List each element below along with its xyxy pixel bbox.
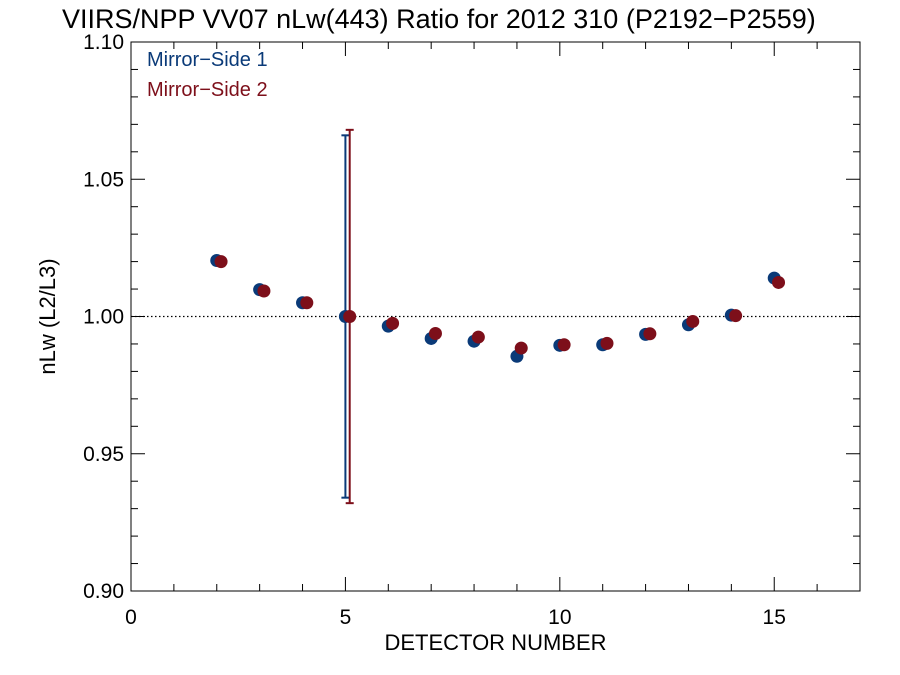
tick-labels-layer: 0 5 10 15 0.90 0.95 1.00 1.05 1.10 — [83, 31, 786, 629]
chart-title: VIIRS/NPP VV07 nLw(443) Ratio for 2012 3… — [62, 4, 816, 34]
x-tick-label: 0 — [125, 606, 137, 629]
data-point-series-2 — [257, 284, 271, 298]
data-point-series-2 — [643, 327, 657, 341]
y-tick-label: 1.05 — [83, 168, 124, 191]
x-tick-label: 10 — [548, 606, 571, 629]
data-point-series-2 — [300, 296, 314, 310]
x-tick-label: 15 — [763, 606, 786, 629]
data-point-series-2 — [600, 336, 614, 350]
points-layer — [210, 254, 786, 363]
y-axis-label: nLw (L2/L3) — [35, 258, 60, 374]
data-point-series-2 — [772, 275, 786, 289]
legend-entry-mirror-side-1: Mirror−Side 1 — [147, 49, 268, 71]
x-axis-label: DETECTOR NUMBER — [384, 630, 606, 655]
data-point-series-2 — [343, 310, 357, 323]
data-point-series-2 — [686, 314, 700, 328]
data-point-series-2 — [557, 338, 571, 352]
data-point-series-2 — [514, 341, 528, 355]
ticks-layer — [130, 41, 861, 592]
legend-entry-mirror-side-2: Mirror−Side 2 — [147, 79, 268, 101]
y-tick-label: 0.95 — [83, 443, 124, 466]
y-tick-label: 0.90 — [83, 580, 124, 603]
data-point-series-2 — [386, 316, 400, 330]
data-point-series-2 — [214, 255, 228, 269]
y-tick-label: 1.10 — [83, 31, 124, 54]
data-point-series-2 — [428, 327, 442, 341]
data-point-series-2 — [729, 309, 743, 323]
data-point-series-2 — [471, 330, 485, 344]
y-tick-label: 1.00 — [83, 306, 124, 329]
x-tick-label: 5 — [340, 606, 352, 629]
